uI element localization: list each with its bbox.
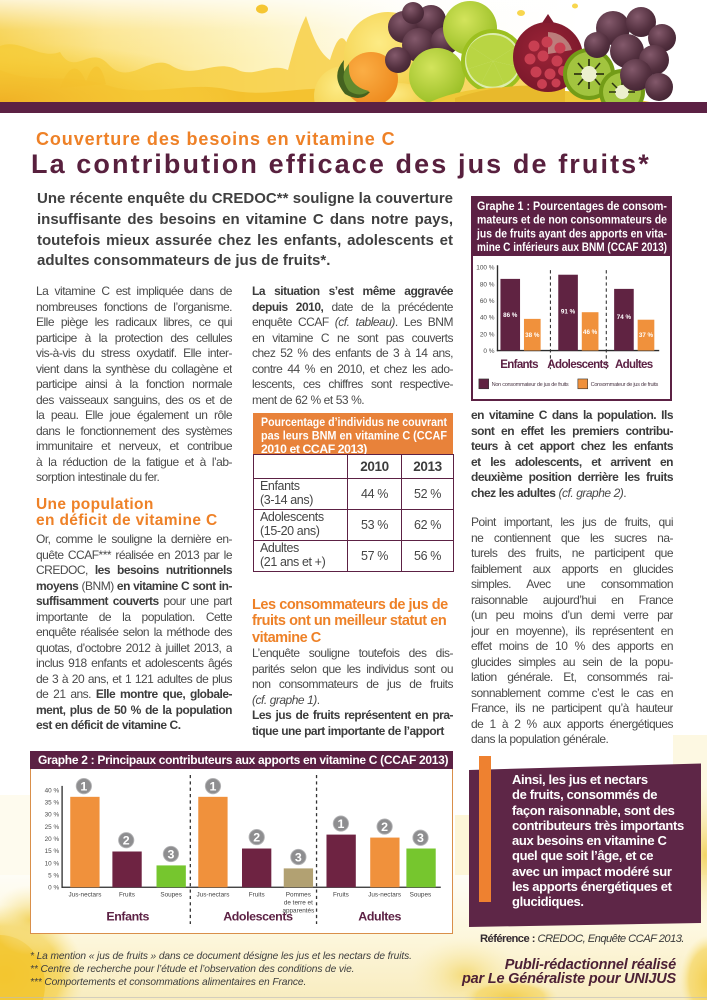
svg-text:Soupes: Soupes xyxy=(160,892,182,899)
svg-text:Consommateur de jus de fruits: Consommateur de jus de fruits xyxy=(591,382,659,388)
svg-text:25 %: 25 % xyxy=(45,824,60,831)
svg-text:1: 1 xyxy=(337,817,344,831)
svg-text:38 %: 38 % xyxy=(525,332,540,339)
svg-text:apparentés: apparentés xyxy=(282,908,314,915)
svg-text:35 %: 35 % xyxy=(45,799,60,806)
svg-text:Non consommateur de jus de fru: Non consommateur de jus de fruits xyxy=(492,382,569,388)
svg-text:Fruits: Fruits xyxy=(333,892,349,899)
svg-text:91 %: 91 % xyxy=(561,308,576,315)
svg-text:2010 et CCAF 2013): 2010 et CCAF 2013) xyxy=(261,442,367,454)
svg-text:mateurs et de non consommateur: mateurs et de non consommateurs de xyxy=(477,213,667,227)
svg-text:20 %: 20 % xyxy=(45,836,60,843)
svg-text:3: 3 xyxy=(417,831,424,845)
svg-text:0 %: 0 % xyxy=(48,885,59,892)
svg-text:40 %: 40 % xyxy=(45,787,60,794)
svg-text:Adolescents: Adolescents xyxy=(223,910,293,924)
svg-text:1: 1 xyxy=(80,780,87,794)
svg-text:10 %: 10 % xyxy=(45,860,60,867)
svg-text:jus de fruits ayant des apport: jus de fruits ayant des apports en vita- xyxy=(476,226,667,240)
svg-text:Enfants: Enfants xyxy=(106,910,149,924)
svg-text:Fruits: Fruits xyxy=(249,892,265,899)
svg-text:Graphe 1 : Pourcentages de con: Graphe 1 : Pourcentages de consom- xyxy=(477,199,667,213)
svg-text:2: 2 xyxy=(381,820,388,834)
svg-text:Enfants: Enfants xyxy=(500,359,538,371)
svg-text:Pommes: Pommes xyxy=(286,892,311,899)
svg-text:15 %: 15 % xyxy=(45,848,60,855)
svg-text:Adultes: Adultes xyxy=(615,359,653,371)
svg-text:20 %: 20 % xyxy=(480,331,495,338)
svg-text:de terre et: de terre et xyxy=(284,900,313,907)
svg-text:60 %: 60 % xyxy=(480,298,495,305)
svg-text:37 %: 37 % xyxy=(639,332,654,339)
svg-text:0 %: 0 % xyxy=(483,348,494,355)
svg-text:pas leurs BNM en vitamine C (C: pas leurs BNM en vitamine C (CCAF xyxy=(261,429,447,443)
svg-text:80 %: 80 % xyxy=(480,281,495,288)
svg-text:86 %: 86 % xyxy=(503,312,518,319)
svg-text:74 %: 74 % xyxy=(617,314,632,321)
svg-text:Jus-nectars: Jus-nectars xyxy=(197,892,230,899)
svg-text:1: 1 xyxy=(210,780,217,794)
svg-text:30 %: 30 % xyxy=(45,812,60,819)
svg-text:mine C inférieurs aux BNM (CCA: mine C inférieurs aux BNM (CCAF 2013) xyxy=(477,240,667,254)
svg-text:5 %: 5 % xyxy=(48,873,59,880)
svg-text:3: 3 xyxy=(167,847,174,861)
svg-text:40 %: 40 % xyxy=(480,315,495,322)
svg-text:2: 2 xyxy=(253,831,260,845)
svg-text:Jus-nectars: Jus-nectars xyxy=(69,892,102,899)
svg-text:46 %: 46 % xyxy=(583,329,598,336)
svg-text:Soupes: Soupes xyxy=(410,892,432,899)
svg-text:3: 3 xyxy=(295,850,302,864)
svg-text:Adolescents: Adolescents xyxy=(547,359,608,371)
svg-text:Adultes: Adultes xyxy=(358,910,401,924)
svg-text:Fruits: Fruits xyxy=(119,892,135,899)
svg-text:100 %: 100 % xyxy=(476,265,495,272)
svg-text:Jus-nectars: Jus-nectars xyxy=(368,892,401,899)
svg-text:Pourcentage d’individus ne cou: Pourcentage d’individus ne couvrant xyxy=(261,415,447,429)
svg-text:2: 2 xyxy=(123,834,130,848)
